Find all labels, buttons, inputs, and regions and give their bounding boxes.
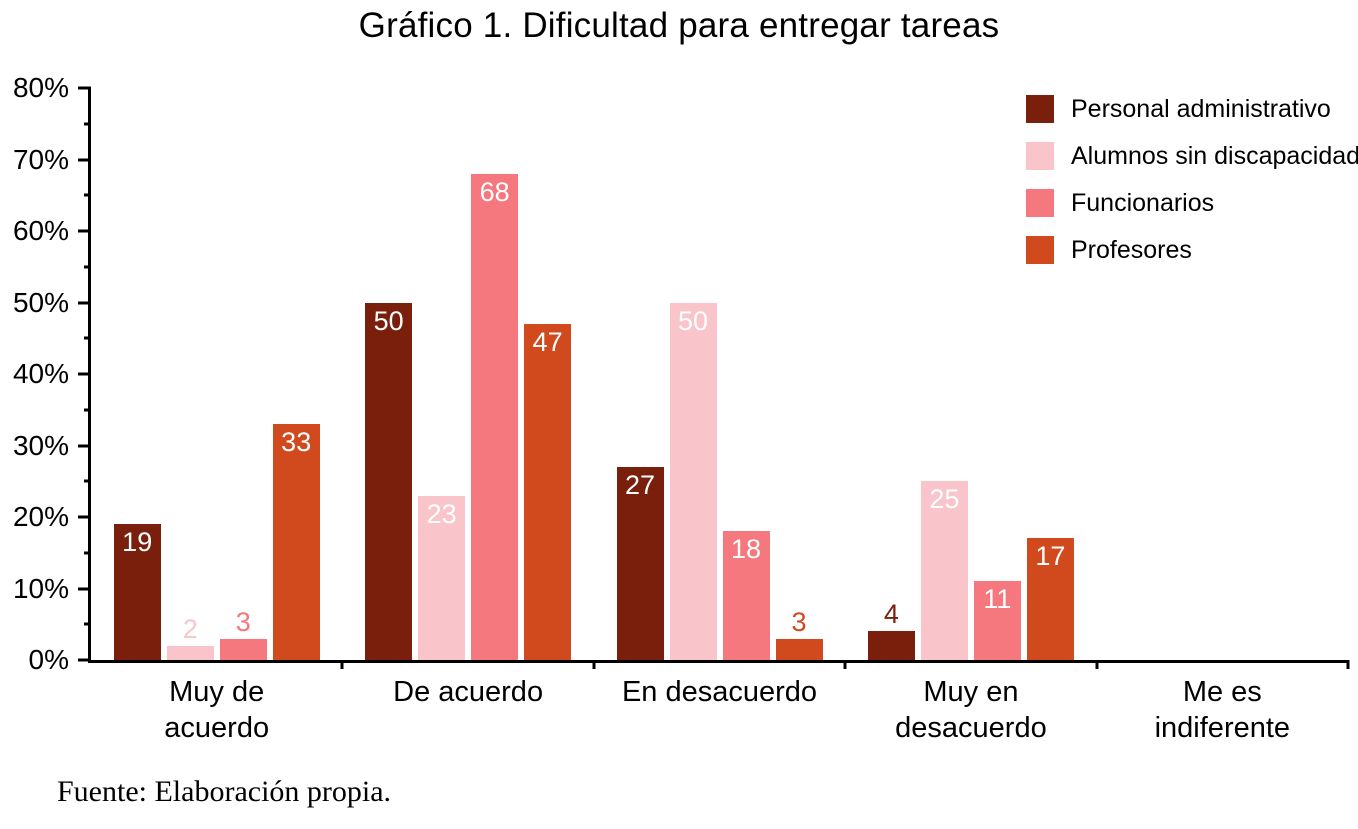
bar: 3 bbox=[775, 607, 823, 660]
bar-value-label: 17 bbox=[1035, 541, 1066, 572]
legend-item: Profesores bbox=[1026, 236, 1348, 264]
bar-value-label: 18 bbox=[730, 534, 762, 565]
bar-value-label: 3 bbox=[791, 606, 807, 637]
bar: 50 bbox=[669, 302, 717, 660]
bar-cluster: 19 2 3 33 bbox=[91, 88, 342, 660]
legend-item: Alumnos sin discapacidad bbox=[1026, 142, 1358, 170]
y-minor-tick bbox=[84, 479, 91, 483]
bar: 27 bbox=[616, 466, 664, 660]
bar: 19 bbox=[113, 524, 161, 660]
bar-value-label: 47 bbox=[532, 326, 563, 357]
x-boundary-tick bbox=[843, 660, 847, 669]
x-boundary-tick bbox=[1095, 660, 1099, 669]
y-tick-label: 80% bbox=[12, 72, 69, 103]
y-major-tick bbox=[78, 372, 91, 376]
y-tick-label: 10% bbox=[12, 572, 69, 604]
legend-label: Profesores bbox=[1071, 236, 1192, 264]
bar-value-label: 50 bbox=[677, 305, 709, 336]
y-minor-tick bbox=[84, 265, 91, 269]
bar: 3 bbox=[219, 607, 267, 660]
bar-value-label: 4 bbox=[883, 599, 899, 630]
legend-item: Funcionarios bbox=[1026, 189, 1348, 217]
y-tick-label: 0% bbox=[28, 644, 69, 675]
bar-value-label: 3 bbox=[235, 606, 251, 637]
bar-value-label: 33 bbox=[281, 427, 312, 458]
bar-value-label: 19 bbox=[122, 527, 153, 558]
y-major-tick bbox=[78, 515, 91, 519]
category-label: Muy de acuerdo bbox=[164, 676, 270, 744]
bar-value-label: 50 bbox=[373, 305, 404, 336]
y-major-tick bbox=[78, 86, 91, 90]
legend-swatch bbox=[1026, 142, 1054, 170]
category-group: Me es indiferente bbox=[1097, 88, 1348, 744]
y-tick-label: 30% bbox=[12, 429, 69, 461]
y-minor-tick bbox=[84, 622, 91, 626]
bar-value-label: 11 bbox=[983, 584, 1012, 615]
bar-value-label: 68 bbox=[479, 176, 510, 207]
bar: 47 bbox=[524, 323, 572, 660]
legend-swatch bbox=[1026, 95, 1054, 123]
y-minor-tick bbox=[84, 122, 91, 126]
bar: 18 bbox=[722, 531, 770, 660]
y-tick-label: 70% bbox=[12, 143, 69, 175]
y-tick-label: 60% bbox=[12, 215, 69, 246]
y-minor-tick bbox=[84, 551, 91, 555]
bar-value-label: 25 bbox=[929, 484, 960, 515]
y-minor-tick bbox=[84, 336, 91, 340]
y-major-tick bbox=[78, 444, 91, 447]
y-major-tick bbox=[78, 158, 91, 161]
category-label: Me es indiferente bbox=[1154, 676, 1291, 744]
bar-groups: 19 2 3 33 Muy de acuerdo 50 23 68 47 De acuerdo 27… bbox=[91, 88, 1348, 744]
bar: 2 bbox=[166, 614, 214, 660]
y-tick-label: 50% bbox=[12, 286, 69, 318]
legend-swatch bbox=[1026, 236, 1054, 264]
x-boundary-tick bbox=[340, 660, 344, 669]
legend-swatch bbox=[1026, 189, 1054, 217]
category-group: 50 23 68 47 De acuerdo bbox=[342, 88, 593, 708]
chart-title: Gráfico 1. Dificultad para entregar tare… bbox=[358, 6, 1000, 45]
bar: 11 bbox=[973, 581, 1021, 660]
bar: 33 bbox=[272, 424, 320, 660]
legend: Personal administrativo Alumnos sin disca… bbox=[1026, 95, 1358, 283]
x-boundary-tick bbox=[592, 660, 596, 669]
legend-label: Personal administrativo bbox=[1071, 95, 1331, 123]
bar-value-label: 27 bbox=[624, 469, 656, 500]
category-label: De acuerdo bbox=[393, 676, 544, 708]
bar: 23 bbox=[418, 495, 466, 660]
y-major-tick bbox=[78, 658, 91, 662]
bar-value-label: 23 bbox=[426, 498, 457, 529]
y-major-tick bbox=[78, 301, 91, 304]
category-label: En desacuerdo bbox=[621, 676, 818, 708]
legend-label: Alumnos sin discapacidad bbox=[1071, 142, 1358, 170]
legend-label: Funcionarios bbox=[1071, 189, 1215, 217]
x-boundary-tick bbox=[1346, 660, 1350, 669]
category-group: 19 2 3 33 Muy de acuerdo bbox=[91, 88, 342, 744]
bar: 17 bbox=[1026, 538, 1074, 660]
y-tick-label: 40% bbox=[12, 358, 69, 389]
y-minor-tick bbox=[84, 408, 91, 412]
category-group: 27 50 18 3 En desacuerdo bbox=[594, 88, 845, 708]
bar-cluster: 4 25 11 17 bbox=[845, 88, 1096, 660]
legend-item: Personal administrativo bbox=[1026, 95, 1348, 123]
y-major-tick bbox=[78, 229, 91, 233]
category-label: Muy en desacuerdo bbox=[895, 676, 1047, 744]
bar: 50 bbox=[365, 302, 413, 660]
bar: 25 bbox=[920, 481, 968, 660]
source-note: Fuente: Elaboración propia. bbox=[57, 775, 392, 808]
y-minor-tick bbox=[84, 193, 91, 197]
bar-cluster: 50 23 68 47 bbox=[342, 88, 593, 660]
y-tick-label: 20% bbox=[12, 501, 69, 532]
bar-cluster: 27 50 18 3 bbox=[594, 88, 845, 660]
bar-value-label: 2 bbox=[182, 613, 198, 644]
bar: 68 bbox=[471, 173, 519, 660]
plot-area: 19 2 3 33 Muy de acuerdo 50 23 68 47 De acuerdo 27… bbox=[13, 74, 1358, 745]
bar: 4 bbox=[867, 599, 915, 660]
y-major-tick bbox=[78, 587, 91, 590]
category-group: 4 25 11 17 Muy en desacuerdo bbox=[845, 88, 1096, 744]
